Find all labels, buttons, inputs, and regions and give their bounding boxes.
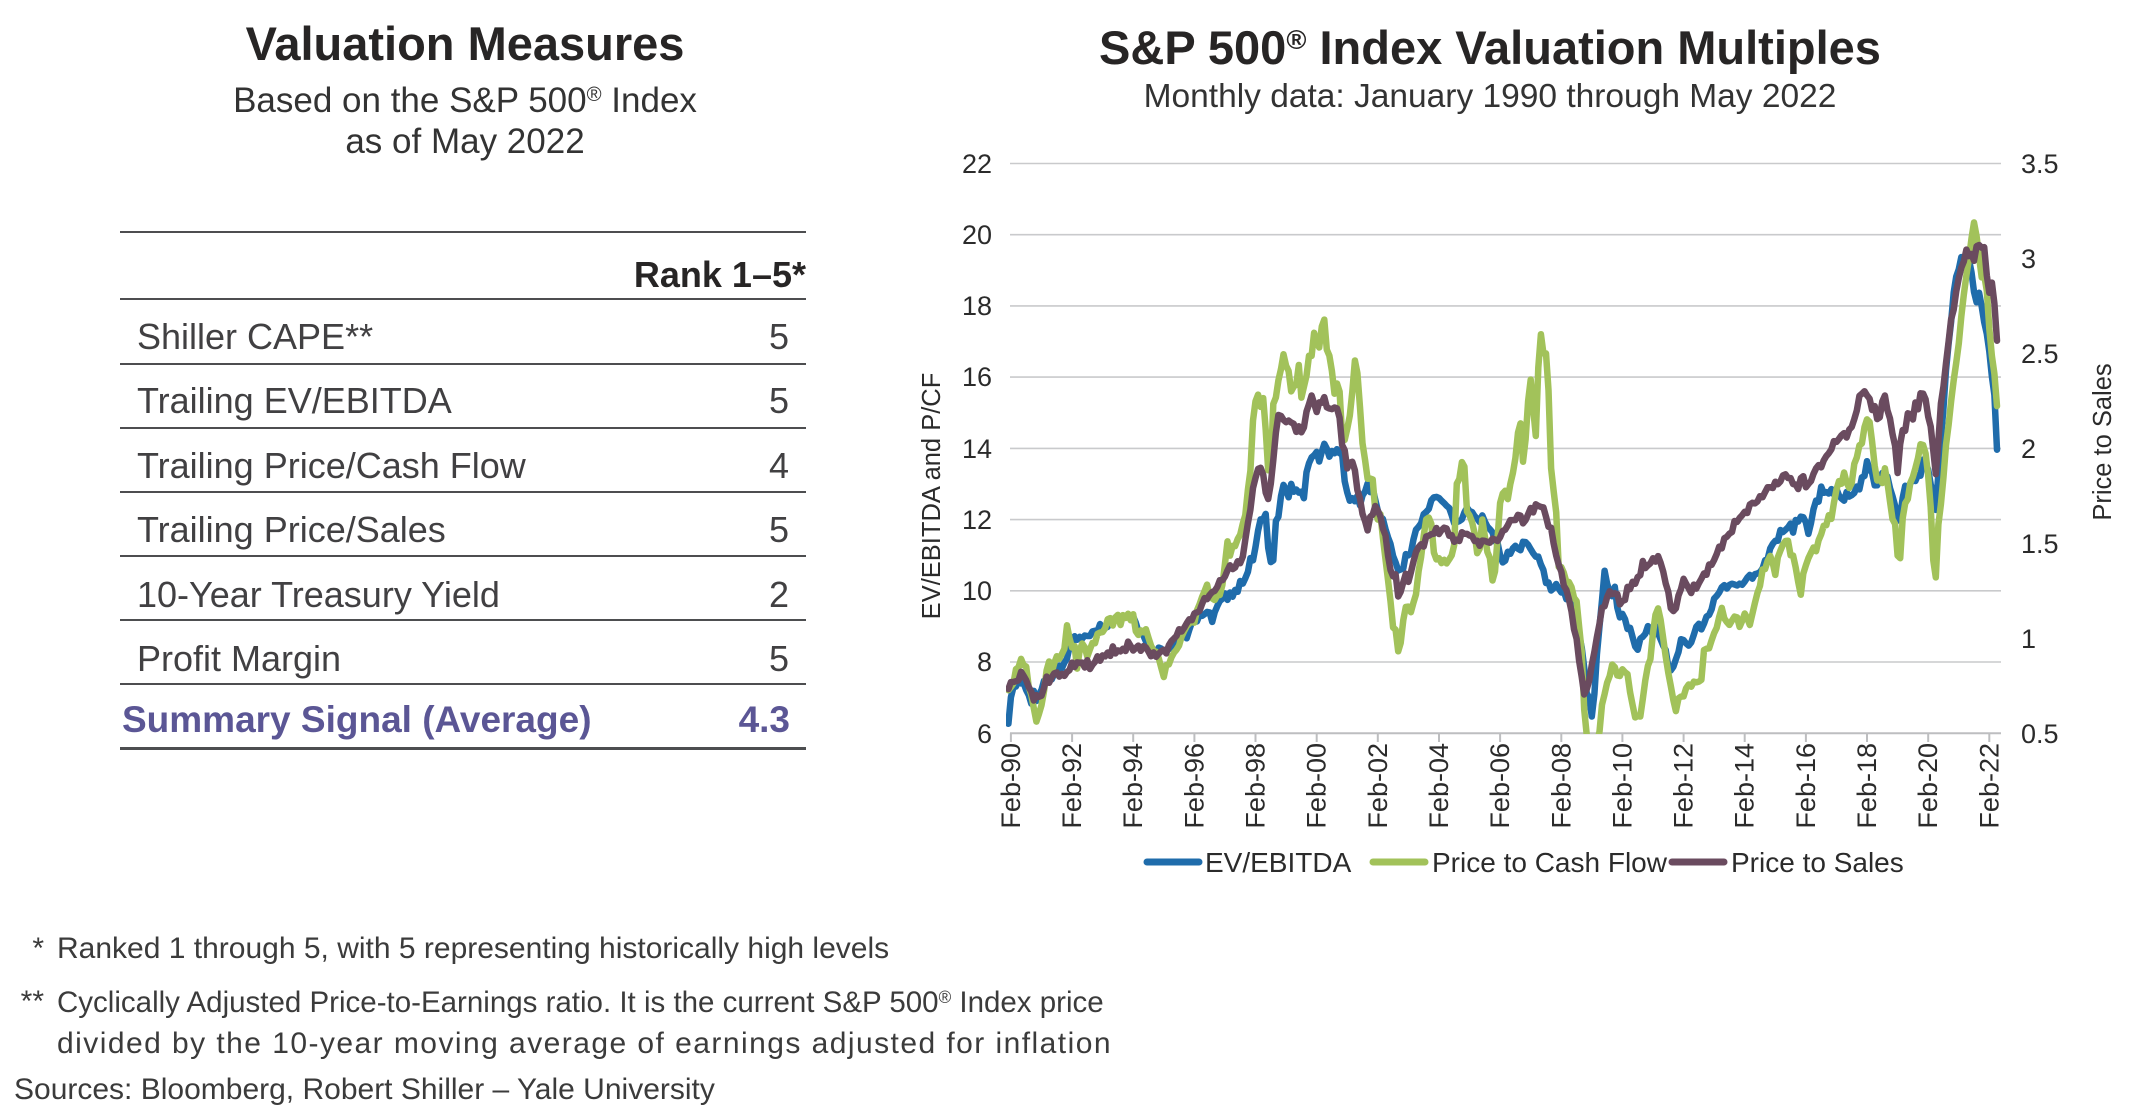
svg-text:2: 2 <box>2021 434 2036 464</box>
svg-text:6: 6 <box>977 719 992 749</box>
svg-text:Feb-06: Feb-06 <box>1485 743 1515 829</box>
svg-text:Feb-14: Feb-14 <box>1730 743 1760 829</box>
svg-text:2.5: 2.5 <box>2021 339 2059 369</box>
svg-text:Feb-98: Feb-98 <box>1241 743 1271 829</box>
svg-text:3.5: 3.5 <box>2021 149 2059 179</box>
svg-text:Feb-20: Feb-20 <box>1913 743 1943 829</box>
svg-text:Feb-18: Feb-18 <box>1852 743 1882 829</box>
svg-text:Feb-00: Feb-00 <box>1302 743 1332 829</box>
svg-text:1.5: 1.5 <box>2021 529 2059 559</box>
svg-text:1: 1 <box>2021 624 2036 654</box>
svg-text:Feb-16: Feb-16 <box>1791 743 1821 829</box>
svg-text:20: 20 <box>962 220 992 250</box>
svg-text:22: 22 <box>962 149 992 179</box>
svg-text:Feb-22: Feb-22 <box>1974 743 2004 829</box>
svg-text:EV/EBITDA and P/CF: EV/EBITDA and P/CF <box>918 373 946 620</box>
svg-text:Feb-12: Feb-12 <box>1669 743 1699 829</box>
svg-text:Feb-08: Feb-08 <box>1546 743 1576 829</box>
svg-text:Price to Cash Flow: Price to Cash Flow <box>1432 847 1668 878</box>
svg-text:Price to Sales: Price to Sales <box>2089 363 2117 520</box>
svg-text:Price to Sales: Price to Sales <box>1731 847 1904 878</box>
svg-text:Feb-04: Feb-04 <box>1424 743 1454 829</box>
svg-text:3: 3 <box>2021 244 2036 274</box>
svg-text:16: 16 <box>962 362 992 392</box>
svg-text:Feb-90: Feb-90 <box>996 743 1026 829</box>
svg-text:18: 18 <box>962 291 992 321</box>
svg-text:EV/EBITDA: EV/EBITDA <box>1205 847 1352 878</box>
svg-text:Feb-94: Feb-94 <box>1118 743 1148 829</box>
svg-text:10: 10 <box>962 576 992 606</box>
svg-text:0.5: 0.5 <box>2021 719 2059 749</box>
svg-text:Feb-96: Feb-96 <box>1179 743 1209 829</box>
svg-text:Feb-92: Feb-92 <box>1057 743 1087 829</box>
svg-text:12: 12 <box>962 505 992 535</box>
svg-text:14: 14 <box>962 434 992 464</box>
svg-text:Feb-10: Feb-10 <box>1607 743 1637 829</box>
svg-text:Feb-02: Feb-02 <box>1363 743 1393 829</box>
svg-text:8: 8 <box>977 647 992 677</box>
